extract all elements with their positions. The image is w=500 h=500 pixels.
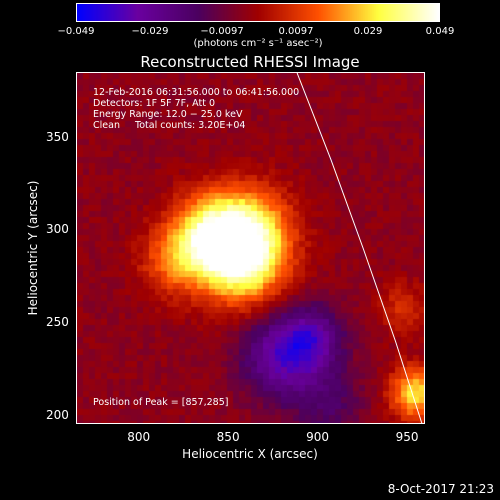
annotation-clean: Clean Total counts: 3.20E+04 xyxy=(93,120,246,131)
colorbar-tick: 0.029 xyxy=(353,26,383,37)
x-tick-label: 800 xyxy=(127,430,151,444)
y-tick-label: 300 xyxy=(46,222,69,237)
x-tick-label: 900 xyxy=(306,430,330,444)
y-tick-label: 350 xyxy=(46,129,69,144)
overlay xyxy=(296,73,423,423)
solar-limb-line xyxy=(296,73,423,423)
heatmap-image xyxy=(77,73,424,423)
annotation-time: 12-Feb-2016 06:31:56.000 to 06:41:56.000 xyxy=(93,87,300,98)
colorbar-tick: 0.049 xyxy=(425,26,455,37)
timestamp: 8-Oct-2017 21:23 xyxy=(387,482,494,496)
annotation-energy: Energy Range: 12.0 − 25.0 keV xyxy=(93,109,243,120)
annotation-peak: Position of Peak = [857,285] xyxy=(93,397,229,408)
chart-title: Reconstructed RHESSI Image xyxy=(140,53,360,71)
colorbar-tick: 0.0097 xyxy=(278,26,314,37)
colorbar-tick: −0.029 xyxy=(131,26,169,37)
colorbar-tick: −0.0097 xyxy=(200,26,244,37)
y-axis-label: Heliocentric Y (arcsec) xyxy=(26,180,40,316)
annotation-detectors: Detectors: 1F 5F 7F, Att 0 xyxy=(93,98,216,109)
x-tick-label: 950 xyxy=(395,430,419,444)
colorbar-tick: −0.049 xyxy=(57,26,95,37)
y-tick-label: 250 xyxy=(46,315,69,330)
y-tick-label: 200 xyxy=(46,407,69,422)
plot-area: 12-Feb-2016 06:31:56.000 to 06:41:56.000… xyxy=(76,72,425,424)
colorbar-units: (photons cm⁻² s⁻¹ asec⁻²) xyxy=(193,38,323,49)
x-axis-label: Heliocentric X (arcsec) xyxy=(182,447,318,461)
x-tick-label: 850 xyxy=(216,430,240,444)
colorbar xyxy=(76,3,440,22)
